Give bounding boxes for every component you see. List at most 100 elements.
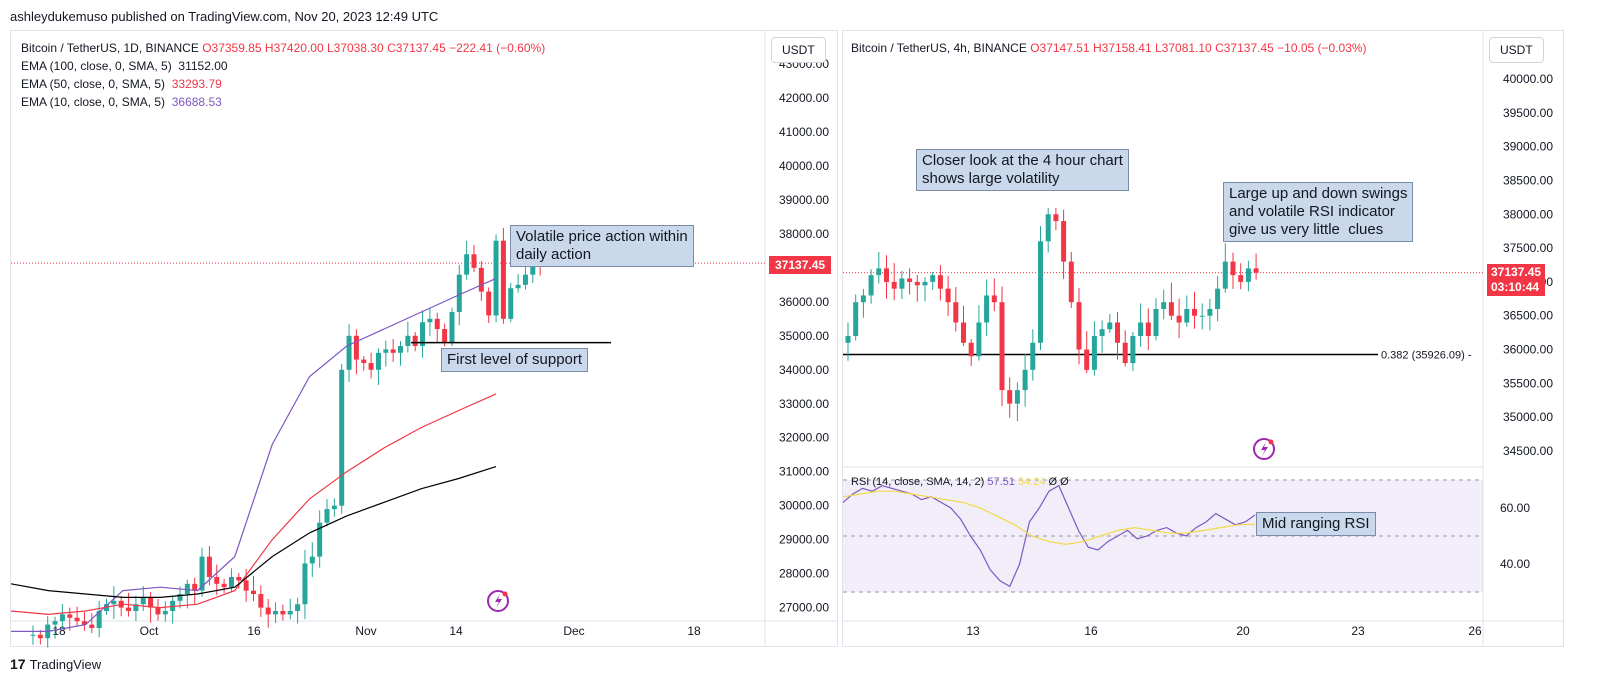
daily-candle-body — [199, 556, 205, 591]
rsi-y-tick: 40.00 — [1500, 557, 1530, 571]
four-hour-x-tick: 16 — [1084, 624, 1098, 638]
ema10-value: 36688.53 — [171, 95, 222, 109]
tradingview-footer[interactable]: 17 TradingView — [10, 656, 101, 672]
daily-close: C37137.45 — [387, 41, 446, 55]
daily-candle-body — [449, 312, 455, 343]
rsi-y-tick: 60.00 — [1500, 501, 1530, 515]
daily-chart-panel[interactable]: 43000.00 42000.00 41000.00 40000.00 39000.00… — [10, 30, 838, 648]
daily-candle-body — [427, 318, 433, 323]
four-hour-candle-body — [945, 288, 951, 303]
tradingview-brand: TradingView — [29, 656, 102, 672]
four-hour-y-tick: 35000.00 — [1503, 410, 1553, 424]
daily-candle-body — [221, 583, 227, 588]
four-hour-alert-icon-bolt — [1261, 442, 1268, 456]
four-hour-alert-icon-dot — [1268, 439, 1274, 445]
daily-alert-icon-bolt — [495, 594, 502, 608]
note-closer-look[interactable]: Closer look at the 4 hour chart shows la… — [916, 149, 1129, 191]
daily-candle-body — [493, 240, 499, 316]
daily-y-tick: 40000.00 — [779, 159, 829, 173]
rsi-label: RSI (14, close, SMA, 14, 2) — [851, 476, 985, 488]
daily-candle-body — [96, 611, 102, 628]
note-first-support[interactable]: First level of support — [441, 348, 589, 372]
four-hour-candle-body — [1245, 268, 1251, 282]
daily-candle-body — [287, 611, 293, 615]
daily-y-tick: 32000.00 — [779, 431, 829, 445]
four-hour-candle-body — [914, 281, 920, 286]
rsi-ma-value: 54.24 — [1017, 476, 1046, 488]
four-hour-y-tick: 40000.00 — [1503, 72, 1553, 86]
four-hour-candle-body — [1192, 308, 1197, 316]
rsi-value: 57.51 — [987, 476, 1015, 488]
daily-candle-body — [486, 291, 492, 316]
four-hour-y-tick: 38000.00 — [1503, 207, 1553, 221]
four-hour-chart-panel[interactable]: 40000.00 39500.00 39000.00 38500.00 38000.00… — [842, 30, 1564, 647]
daily-candle-body — [258, 594, 264, 608]
four-hour-candle-body — [991, 295, 997, 303]
rsi-ma-line — [842, 490, 1256, 546]
four-hour-currency-button[interactable]: USDT — [1489, 37, 1544, 63]
four-hour-alert-icon-ring — [1253, 438, 1275, 460]
four-hour-candle-body — [1230, 261, 1236, 276]
ema100-line — [10, 466, 497, 598]
daily-candle-body — [81, 621, 87, 625]
four-hour-candle-body — [1122, 342, 1128, 364]
daily-candle-body — [295, 604, 301, 611]
four-hour-y-tick: 38500.00 — [1503, 173, 1553, 187]
note-large-swings[interactable]: Large up and down swings and volatile RS… — [1223, 182, 1414, 242]
four-hour-open: O37147.51 — [1030, 41, 1090, 55]
ema50-legend: EMA (50, close, 0, SMA, 5) 33293.79 — [21, 75, 545, 93]
four-hour-candle-body — [868, 275, 874, 296]
daily-candle-body — [184, 583, 190, 595]
four-hour-candle-body — [1253, 268, 1259, 273]
daily-y-tick: 41000.00 — [779, 125, 829, 139]
four-hour-y-tick: 37500.00 — [1503, 241, 1553, 255]
daily-candle-body — [177, 594, 183, 601]
four-hour-candle-body — [1007, 390, 1013, 404]
four-hour-candle-body — [907, 278, 913, 282]
daily-candle-body — [508, 288, 514, 319]
daily-candle-body — [30, 634, 36, 636]
four-hour-x-tick: 26 — [1468, 624, 1482, 638]
four-hour-candle-body — [1053, 214, 1059, 222]
daily-candle-body — [309, 556, 315, 564]
four-hour-candle-body — [1099, 329, 1105, 337]
four-hour-candle-body — [953, 302, 959, 323]
daily-candle-body — [148, 597, 154, 608]
daily-candle-body — [331, 505, 337, 510]
daily-x-tick: Dec — [563, 624, 584, 638]
four-hour-candle-body — [1045, 214, 1051, 242]
daily-y-tick: 28000.00 — [779, 567, 829, 581]
daily-candle-body — [405, 335, 411, 346]
daily-candle-body — [522, 274, 528, 285]
four-hour-candle-body — [1168, 302, 1174, 316]
four-hour-y-tick: 35500.00 — [1503, 376, 1553, 390]
daily-candle-body — [265, 607, 271, 615]
note-volatile-price[interactable]: Volatile price action within daily actio… — [510, 225, 694, 267]
four-hour-candle-body — [845, 336, 851, 343]
daily-x-tick: Oct — [140, 624, 159, 638]
note-mid-rsi[interactable]: Mid ranging RSI — [1256, 512, 1376, 536]
daily-candle-body — [214, 577, 220, 584]
bar-countdown: 03:10:44 — [1491, 280, 1540, 294]
daily-last-price-tag: 37137.45 — [769, 256, 832, 274]
daily-y-tick: 39000.00 — [779, 193, 829, 207]
four-hour-candle-body — [1061, 221, 1067, 262]
four-hour-candle-body — [1130, 336, 1136, 364]
daily-title: Bitcoin / TetherUS, 1D, BINANCE — [21, 41, 199, 55]
daily-chart-canvas[interactable]: 43000.0042000.0041000.0040000.0039000.00… — [10, 31, 837, 648]
four-hour-chart-canvas[interactable]: 40000.00 39500.00 39000.00 38500.00 38000.00… — [842, 31, 1563, 646]
daily-y-tick: 33000.00 — [779, 397, 829, 411]
daily-y-tick: 31000.00 — [779, 465, 829, 479]
four-hour-candle-body — [922, 281, 928, 286]
four-hour-x-tick: 13 — [966, 624, 980, 638]
four-hour-low: L37081.10 — [1155, 41, 1212, 55]
tradingview-logo-icon: 17 — [10, 656, 26, 672]
four-hour-alert-icon — [1253, 438, 1275, 460]
daily-currency-button[interactable]: USDT — [771, 37, 826, 63]
four-hour-last-price-tag: 37137.45 03:10:44 — [1487, 264, 1546, 296]
daily-candle-body — [206, 556, 212, 578]
four-hour-candle-body — [884, 268, 889, 282]
daily-y-tick: 36000.00 — [779, 295, 829, 309]
ema50-label: EMA (50, close, 0, SMA, 5) — [21, 77, 166, 91]
daily-legend: Bitcoin / TetherUS, 1D, BINANCE O37359.8… — [21, 39, 545, 111]
